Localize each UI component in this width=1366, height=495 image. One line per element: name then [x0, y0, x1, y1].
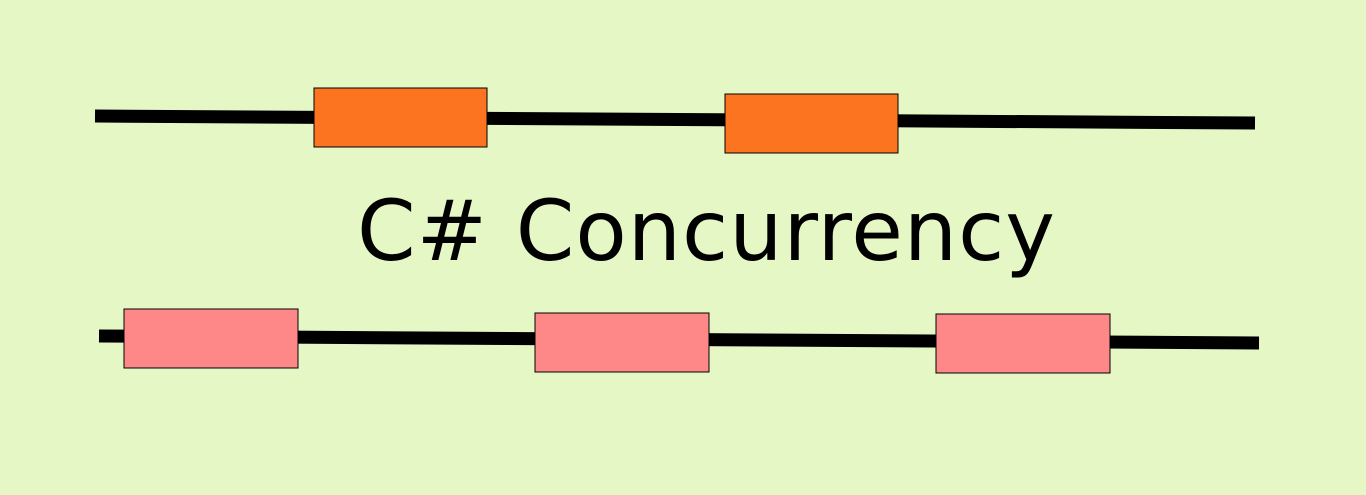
- task-block-bottom-3: [935, 313, 1111, 374]
- task-block-top-2: [724, 93, 899, 154]
- task-block-top-1: [313, 87, 488, 148]
- diagram-title: C# Concurrency: [357, 182, 1057, 280]
- timeline-top: [94, 109, 1256, 130]
- task-block-bottom-2: [534, 312, 710, 373]
- task-block-bottom-1: [123, 308, 299, 369]
